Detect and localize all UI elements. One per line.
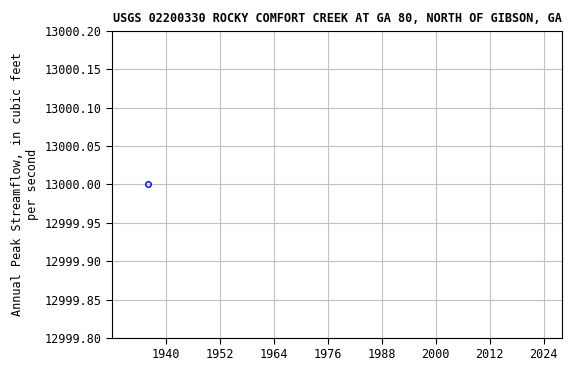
Title: USGS 02200330 ROCKY COMFORT CREEK AT GA 80, NORTH OF GIBSON, GA: USGS 02200330 ROCKY COMFORT CREEK AT GA … — [112, 12, 562, 25]
Y-axis label: Annual Peak Streamflow, in cubic feet
per second: Annual Peak Streamflow, in cubic feet pe… — [12, 53, 39, 316]
